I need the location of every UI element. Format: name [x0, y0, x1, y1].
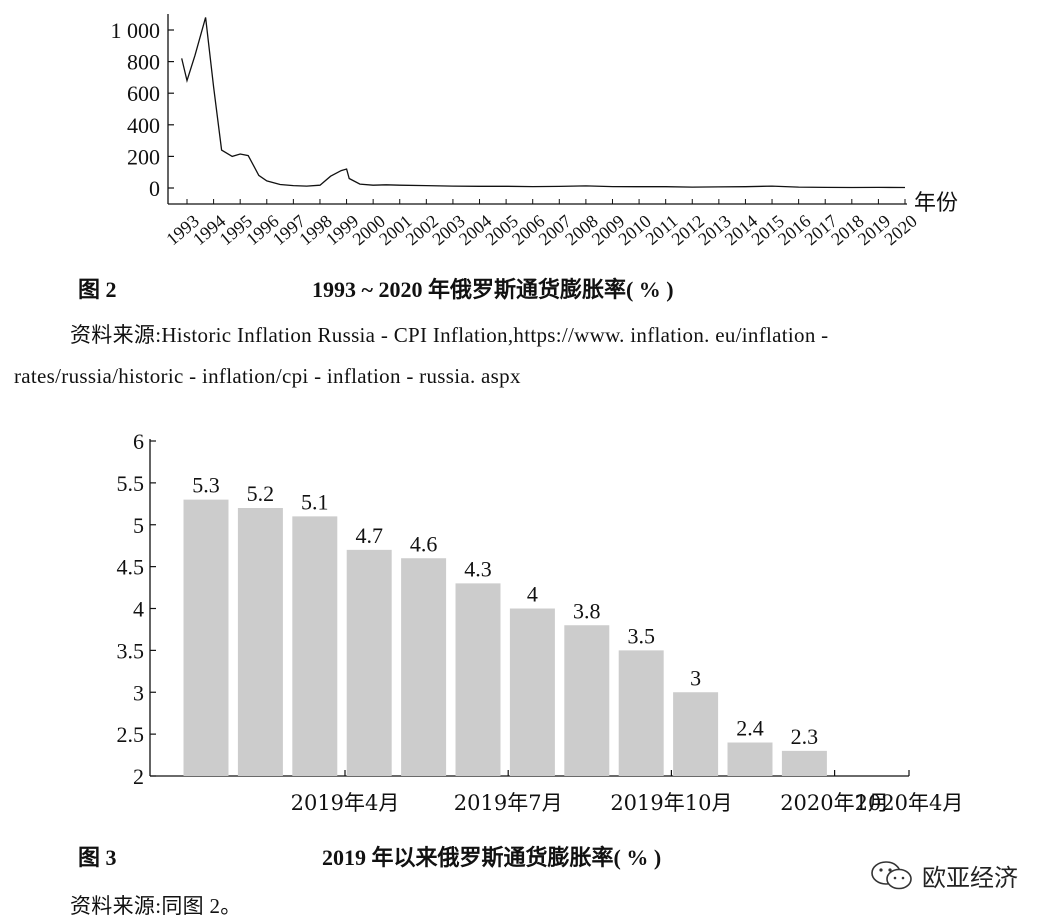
y-tick-label: 4: [133, 597, 144, 622]
inflation-series-line: [181, 17, 906, 189]
watermark: 欧亚经济: [870, 858, 1018, 893]
wechat-icon: [871, 860, 912, 889]
figure3-number: 图 3: [78, 845, 117, 870]
bar: [455, 583, 501, 776]
bar: [564, 625, 610, 776]
bar-value-label: 5.1: [301, 489, 329, 514]
bar-value-label: 4.3: [464, 556, 492, 581]
figure2-number: 图 2: [78, 277, 117, 302]
y-tick-label: 0: [149, 176, 160, 201]
bar-value-label: 5.2: [247, 481, 275, 506]
bar: [183, 499, 229, 776]
x-tick-label: 2019年4月: [291, 791, 400, 815]
bar: [781, 750, 827, 776]
y-tick-label: 5.5: [117, 471, 145, 496]
figure3-title: 2019 年以来俄罗斯通货膨胀率( % ): [322, 845, 662, 870]
y-tick-label: 400: [127, 113, 160, 138]
bar-value-label: 5.3: [192, 473, 220, 498]
bar-value-label: 3.5: [627, 623, 655, 648]
figure2-source-line2: rates/russia/historic - inflation/cpi - …: [14, 364, 521, 388]
y-tick-label: 6: [133, 429, 144, 454]
figure2-title: 1993 ~ 2020 年俄罗斯通货膨胀率( % ): [312, 277, 674, 302]
bar-value-label: 3.8: [573, 598, 601, 623]
x-tick-label: 2019年7月: [454, 791, 563, 815]
x-tick-label: 2020年4月: [855, 791, 964, 815]
x-tick-label: 2019年10月: [610, 791, 732, 815]
y-tick-label: 1 000: [111, 18, 161, 43]
y-tick-label: 200: [127, 144, 160, 169]
bar-value-label: 2.3: [791, 724, 819, 749]
bar: [346, 549, 392, 776]
y-tick-label: 800: [127, 50, 160, 75]
bar-value-label: 3: [690, 665, 701, 690]
y-tick-label: 3.5: [117, 638, 145, 663]
x-axis-label: 年份: [914, 191, 958, 216]
bar-value-label: 2.4: [736, 716, 764, 741]
watermark-text: 欧亚经济: [922, 864, 1018, 892]
y-tick-label: 2: [133, 764, 144, 789]
y-tick-label: 2.5: [117, 722, 145, 747]
y-tick-label: 4.5: [117, 555, 145, 580]
x-tick-label: 2020年1月: [780, 791, 889, 815]
y-tick-label: 3: [133, 680, 144, 705]
x-tick-label: 2020: [880, 211, 920, 249]
bar: [673, 692, 719, 776]
figure2-source-line1: 资料来源:Historic Inflation Russia - CPI Inf…: [70, 323, 829, 347]
bar: [237, 508, 283, 776]
bar-value-label: 4: [527, 582, 538, 607]
y-tick-label: 5: [133, 513, 144, 538]
bar: [292, 516, 338, 776]
bar: [727, 742, 773, 776]
bar: [509, 608, 555, 776]
bar: [618, 650, 664, 776]
bar: [401, 558, 447, 776]
bar-value-label: 4.6: [410, 531, 438, 556]
y-tick-label: 600: [127, 81, 160, 106]
bar-value-label: 4.7: [355, 523, 383, 548]
figure3-source: 资料来源:同图 2。: [70, 894, 242, 918]
